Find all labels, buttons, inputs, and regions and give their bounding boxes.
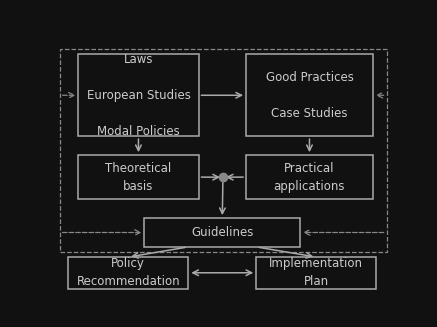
Text: Practical
applications: Practical applications	[274, 162, 345, 193]
Text: Policy
Recommendation: Policy Recommendation	[76, 257, 180, 288]
FancyBboxPatch shape	[246, 155, 373, 199]
Text: Implementation
Plan: Implementation Plan	[269, 257, 363, 288]
Text: Theoretical
basis: Theoretical basis	[105, 162, 172, 193]
FancyBboxPatch shape	[68, 257, 188, 288]
Text: Laws

European Studies

Modal Policies: Laws European Studies Modal Policies	[87, 53, 191, 138]
FancyBboxPatch shape	[256, 257, 376, 288]
FancyBboxPatch shape	[144, 218, 300, 247]
FancyBboxPatch shape	[78, 54, 198, 136]
FancyBboxPatch shape	[78, 155, 198, 199]
Text: Guidelines: Guidelines	[191, 226, 253, 239]
FancyBboxPatch shape	[246, 54, 373, 136]
Text: Good Practices

Case Studies: Good Practices Case Studies	[266, 71, 354, 120]
